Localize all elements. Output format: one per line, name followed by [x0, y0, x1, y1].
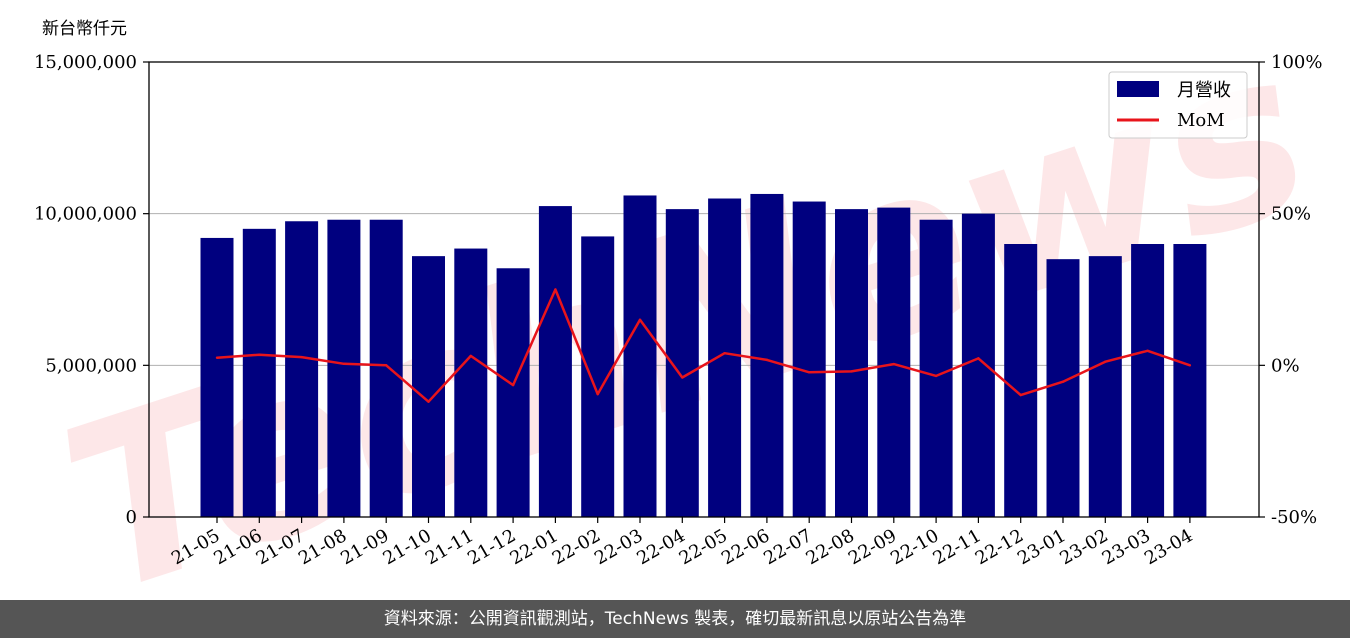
revenue-bar: [750, 193, 784, 517]
mom-point: [385, 364, 388, 367]
left-tick-label: 10,000,000: [34, 204, 137, 225]
mom-point: [1146, 349, 1149, 352]
right-tick-label: 50%: [1271, 204, 1311, 225]
mom-point: [892, 362, 895, 366]
revenue-bar: [1173, 244, 1207, 517]
right-tick-label: 0%: [1271, 355, 1300, 376]
mom-point: [258, 353, 261, 356]
revenue-bar: [835, 209, 868, 517]
revenue-bar: [1088, 256, 1122, 517]
legend-bar-swatch: [1117, 81, 1159, 97]
mom-point: [342, 362, 346, 366]
mom-point: [681, 376, 684, 379]
revenue-bar: [454, 248, 488, 518]
mom-point: [765, 358, 769, 362]
revenue-bar: [581, 236, 615, 517]
mom-point: [1019, 393, 1022, 397]
revenue-bar: [961, 213, 995, 517]
mom-line: [216, 288, 1191, 403]
mom-point: [977, 357, 980, 360]
left-tick-label: 0: [126, 507, 137, 528]
mom-point: [427, 400, 430, 403]
mom-point: [1104, 360, 1107, 363]
revenue-bar: [327, 219, 361, 517]
axes: [148, 61, 1260, 518]
left-axis-ticks: 0 5,000,000 10,000,000 15,000,000: [34, 52, 149, 528]
mom-point: [215, 356, 219, 359]
revenue-bar: [369, 219, 403, 517]
mom-point: [511, 383, 515, 387]
revenue-bar: [1046, 259, 1080, 517]
source-footer: 資料來源：公開資訊觀測站，TechNews 製表，確切最新訊息以原站公告為準: [0, 600, 1350, 638]
mom-point: [850, 370, 853, 373]
mom-point: [1188, 364, 1192, 367]
revenue-bar: [1004, 244, 1038, 517]
revenue-bar: [623, 195, 657, 517]
left-tick-label: 5,000,000: [45, 355, 137, 376]
right-tick-label: -50%: [1271, 507, 1317, 528]
mom-point: [469, 354, 472, 358]
mom-point: [723, 352, 726, 355]
chart: TechNews 05,000,00010,000,00015,000,000 …: [34, 0, 1338, 600]
revenue-bar: [496, 268, 530, 517]
revenue-bar: [412, 256, 445, 517]
mom-point: [554, 288, 557, 291]
legend-label-mom: MoM: [1177, 110, 1225, 131]
mom-point: [1061, 380, 1065, 383]
mom-point: [934, 374, 938, 378]
y-axis-unit-label: 新台幣仟元: [42, 19, 127, 39]
revenue-bar: [708, 198, 742, 517]
revenue-bar: [1131, 244, 1165, 517]
legend-label-revenue: 月營收: [1177, 80, 1231, 101]
mom-point: [596, 392, 599, 396]
mom-point: [300, 355, 303, 359]
revenue-bar: [200, 237, 234, 517]
revenue-bar: [538, 206, 572, 518]
revenue-bar: [242, 228, 276, 518]
mom-point: [808, 371, 811, 374]
left-tick-label: 15,000,000: [34, 52, 137, 73]
right-tick-label: 100%: [1271, 52, 1322, 73]
mom-point: [638, 318, 642, 322]
right-axis-ticks: -50% 0% 50% 100%: [1259, 52, 1322, 528]
revenue-bar: [285, 221, 319, 517]
revenue-bar: [877, 207, 911, 517]
plot-frame: [148, 61, 1260, 518]
revenue-bar: [792, 201, 826, 518]
revenue-bar: [919, 219, 953, 517]
bar-series: [200, 193, 1207, 518]
legend: 月營收 MoM: [1108, 71, 1248, 139]
mom-line-series: [215, 288, 1192, 403]
x-tick-label: 23-04: [1141, 525, 1196, 569]
